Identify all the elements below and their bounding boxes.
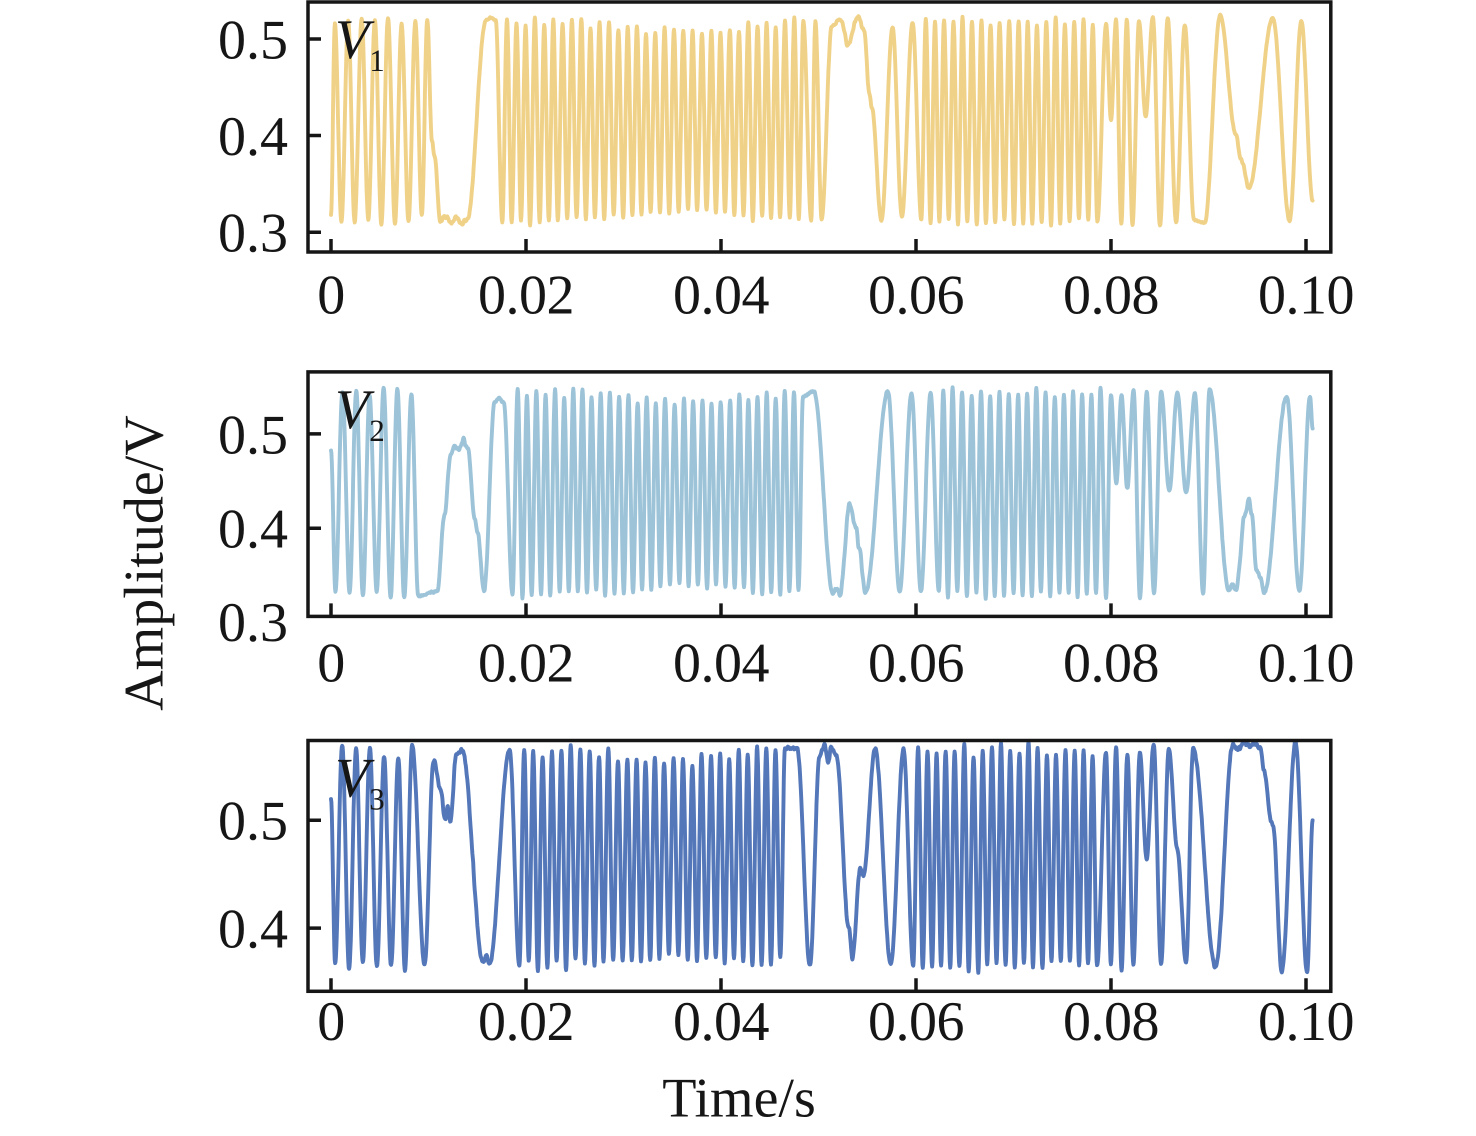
svg-text:0.5: 0.5 [218,9,288,71]
svg-text:0.5: 0.5 [218,791,288,853]
svg-text:0.06: 0.06 [868,633,964,695]
svg-text:0.04: 0.04 [673,991,770,1053]
svg-text:0: 0 [317,991,345,1053]
svg-text:0.08: 0.08 [1063,265,1159,327]
svg-text:0.06: 0.06 [868,991,964,1053]
svg-text:0.08: 0.08 [1063,991,1159,1053]
svg-text:0.5: 0.5 [218,404,288,466]
svg-text:0.4: 0.4 [218,106,288,168]
svg-text:0.3: 0.3 [218,203,288,265]
svg-text:0.04: 0.04 [673,265,770,327]
svg-text:0.4: 0.4 [218,899,288,961]
svg-text:0.3: 0.3 [218,592,288,654]
svg-text:0.04: 0.04 [673,633,770,695]
svg-text:0: 0 [317,265,345,327]
svg-text:0.10: 0.10 [1258,633,1354,695]
svg-text:0.10: 0.10 [1258,265,1354,327]
svg-text:0.4: 0.4 [218,499,288,561]
svg-text:0.08: 0.08 [1063,633,1159,695]
svg-text:0.02: 0.02 [478,991,574,1053]
svg-text:0: 0 [317,633,345,695]
svg-text:Amplitude/V: Amplitude/V [114,415,176,711]
svg-text:Time/s: Time/s [662,1068,816,1130]
svg-text:0.02: 0.02 [478,265,574,327]
svg-text:0.06: 0.06 [868,265,964,327]
svg-text:0.10: 0.10 [1258,991,1354,1053]
svg-text:0.02: 0.02 [478,633,574,695]
svg-text:V3: V3 [335,748,385,817]
